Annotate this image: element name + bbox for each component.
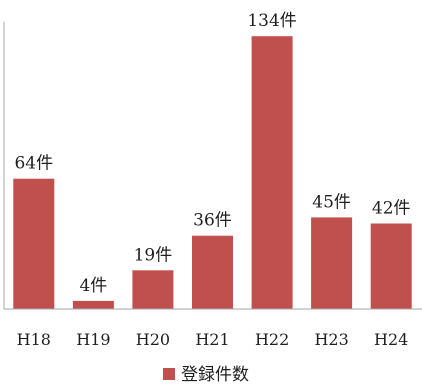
bars-layer — [13, 36, 412, 309]
bar-h21 — [192, 235, 233, 309]
x-tick-label-h22: H22 — [255, 330, 289, 349]
data-label-h21: 36件 — [193, 211, 232, 231]
legend-label: 登録件数 — [181, 365, 249, 385]
x-tick-label-h19: H19 — [76, 330, 110, 349]
data-labels-layer: 64件 4件 19件 36件 134件 45件 42件 — [14, 11, 410, 296]
bar-h24 — [370, 223, 412, 309]
x-tick-label-h20: H20 — [136, 330, 170, 349]
bar-h20 — [132, 270, 174, 309]
x-tick-label-h24: H24 — [374, 330, 408, 349]
x-tick-labels-layer: H18 H19 H20 H21 H22 H23 H24 — [17, 330, 409, 349]
data-label-h18: 64件 — [14, 154, 53, 174]
data-label-h24: 42件 — [372, 199, 411, 219]
data-label-h22: 134件 — [247, 11, 296, 31]
legend-swatch — [163, 368, 175, 380]
x-tick-label-h21: H21 — [195, 330, 229, 349]
x-tick-label-h23: H23 — [314, 330, 348, 349]
bar-h22 — [251, 36, 293, 309]
bar-h18 — [13, 178, 55, 309]
data-label-h20: 19件 — [134, 245, 173, 265]
axis-layer — [3, 22, 422, 310]
data-label-h23: 45件 — [312, 192, 351, 212]
bar-h23 — [311, 217, 353, 309]
bar-h19 — [72, 300, 114, 309]
x-tick-label-h18: H18 — [17, 330, 51, 349]
legend: 登録件数 — [163, 365, 249, 385]
data-label-h19: 4件 — [79, 276, 107, 296]
